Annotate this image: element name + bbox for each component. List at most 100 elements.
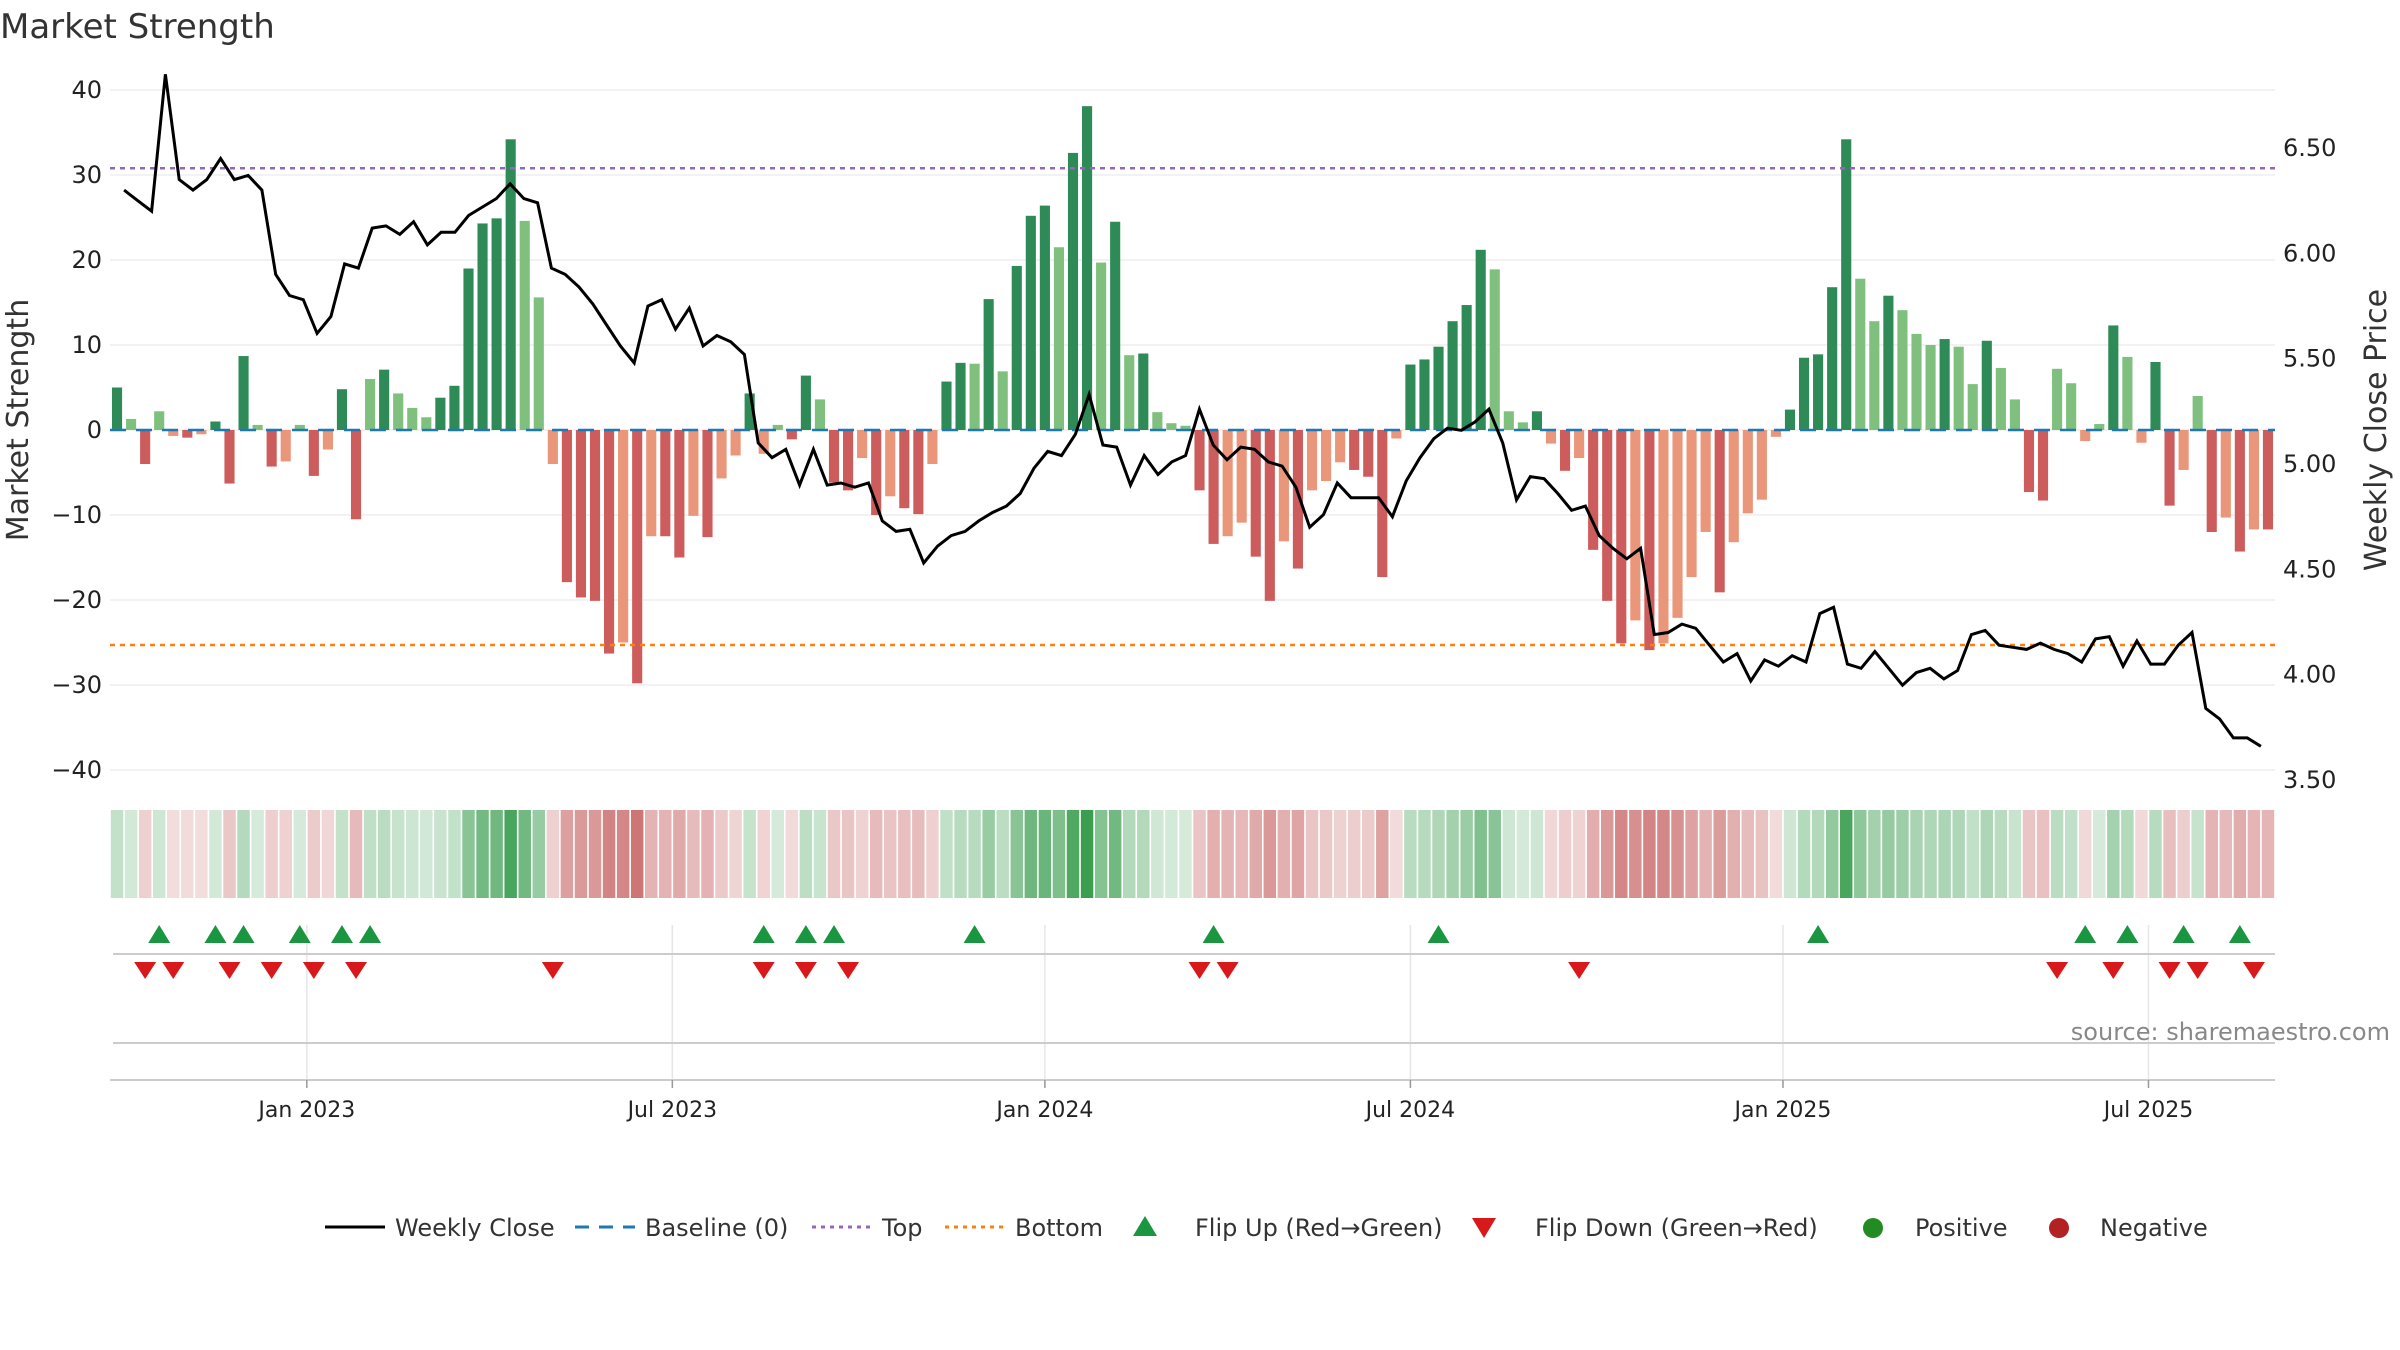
strength-bar bbox=[2234, 430, 2245, 552]
strip-cell bbox=[645, 810, 658, 898]
strength-bar bbox=[449, 385, 460, 430]
strip-cell bbox=[2149, 810, 2162, 898]
strip-cell bbox=[363, 810, 377, 898]
weekly-close-line bbox=[123, 74, 2262, 748]
strip-cell bbox=[462, 810, 475, 898]
strength-bar bbox=[224, 430, 235, 484]
strip-cell bbox=[1952, 810, 1965, 898]
strip-cell bbox=[799, 810, 813, 898]
x-tick-label: Jan 2024 bbox=[994, 1098, 1093, 1123]
strength-bar bbox=[2262, 430, 2274, 530]
strength-bar bbox=[1714, 430, 1725, 593]
flip-down-marker bbox=[541, 962, 564, 979]
strip-cell bbox=[1151, 810, 1164, 898]
strip-cell bbox=[349, 810, 363, 898]
strength-bar bbox=[2066, 383, 2077, 430]
strip-cell bbox=[1235, 810, 1248, 898]
strength-bar bbox=[800, 375, 811, 430]
strip-cell bbox=[279, 810, 292, 898]
strength-bar bbox=[1756, 430, 1767, 500]
strength-bar bbox=[2037, 430, 2049, 501]
strip-cell bbox=[490, 810, 503, 898]
strip-cell bbox=[1488, 810, 1501, 898]
strength-bar bbox=[1222, 430, 1233, 537]
strip-cell bbox=[1080, 810, 1094, 898]
strength-bar bbox=[350, 430, 362, 520]
strength-bar bbox=[1433, 346, 1444, 430]
strength-bar bbox=[547, 430, 558, 464]
legend-swatch-negative bbox=[2049, 1218, 2069, 1238]
strength-bar bbox=[1897, 310, 1908, 430]
strength-bar bbox=[322, 430, 333, 450]
y-tick-label: −40 bbox=[51, 756, 102, 784]
flip-up-marker bbox=[1427, 925, 1450, 943]
strip-cell bbox=[2050, 810, 2064, 898]
strip-cell bbox=[2008, 810, 2022, 898]
flip-up-marker bbox=[823, 925, 846, 943]
strength-bar bbox=[927, 430, 938, 464]
strip-cell bbox=[1896, 810, 1909, 898]
strength-bar bbox=[393, 393, 404, 430]
x-tick-label: Jan 2023 bbox=[256, 1098, 355, 1123]
strength-bar bbox=[983, 299, 994, 430]
strip-cell bbox=[532, 810, 546, 898]
strip-cell bbox=[968, 810, 981, 898]
strength-bar bbox=[1053, 247, 1065, 430]
strength-bar bbox=[688, 430, 699, 516]
flip-up-marker bbox=[2074, 925, 2097, 943]
y2-tick-label: 5.00 bbox=[2283, 450, 2336, 478]
strength-bar bbox=[632, 430, 643, 684]
strip-cell bbox=[898, 810, 911, 898]
strength-bar bbox=[1855, 278, 1866, 430]
strength-bar bbox=[1166, 423, 1177, 430]
strip-cell bbox=[574, 810, 588, 898]
strip-cell bbox=[1615, 810, 1628, 898]
strength-bar bbox=[1953, 346, 1964, 430]
strength-bar bbox=[2052, 368, 2063, 430]
strip-cell bbox=[1460, 810, 1473, 898]
strip-cell bbox=[167, 810, 180, 898]
y-tick-label: 10 bbox=[71, 331, 102, 359]
strip-cell bbox=[237, 810, 250, 898]
strip-cell bbox=[1629, 810, 1642, 898]
strength-bar bbox=[421, 417, 432, 430]
strength-bar bbox=[758, 430, 769, 454]
strip-cell bbox=[2022, 810, 2036, 898]
strip-cell bbox=[2163, 810, 2176, 898]
strength-bar bbox=[1644, 430, 1655, 651]
strip-cell bbox=[1910, 810, 1923, 898]
strip-cell bbox=[1938, 810, 1951, 898]
flip-down-marker bbox=[752, 962, 775, 979]
strip-cell bbox=[1432, 810, 1445, 898]
strip-cell bbox=[2121, 810, 2134, 898]
strip-cell bbox=[1741, 810, 1755, 898]
strip-cell bbox=[855, 810, 869, 898]
strip-cell bbox=[251, 810, 264, 898]
strip-cell bbox=[1530, 810, 1544, 898]
strip-cell bbox=[1671, 810, 1684, 898]
flip-down-marker bbox=[162, 962, 185, 979]
strip-cell bbox=[1038, 810, 1052, 898]
strength-bar bbox=[435, 397, 446, 430]
y-tick-label: 30 bbox=[71, 161, 102, 189]
strip-cell bbox=[321, 810, 335, 898]
strip-cell bbox=[1572, 810, 1586, 898]
strip-cell bbox=[546, 810, 560, 898]
strip-cell bbox=[1249, 810, 1262, 898]
legend: Weekly Close Baseline (0) Top Bottom Fli… bbox=[325, 1214, 2208, 1242]
strength-bar bbox=[604, 430, 615, 654]
strip-cell bbox=[1179, 810, 1192, 898]
strip-cell bbox=[560, 810, 574, 898]
x-tick-label: Jan 2025 bbox=[1733, 1098, 1832, 1123]
strength-bar bbox=[1981, 340, 1992, 430]
strength-bar bbox=[1827, 287, 1838, 430]
y-tick-label: −30 bbox=[51, 671, 102, 699]
strength-bar bbox=[589, 430, 601, 601]
strip-cell bbox=[884, 810, 897, 898]
flip-up-marker bbox=[1202, 925, 1225, 943]
strip-cell bbox=[1193, 810, 1206, 898]
strength-bar bbox=[1461, 305, 1472, 430]
strength-bar bbox=[1320, 430, 1332, 481]
strength-bar bbox=[1616, 430, 1627, 644]
strip-cell bbox=[420, 810, 433, 898]
